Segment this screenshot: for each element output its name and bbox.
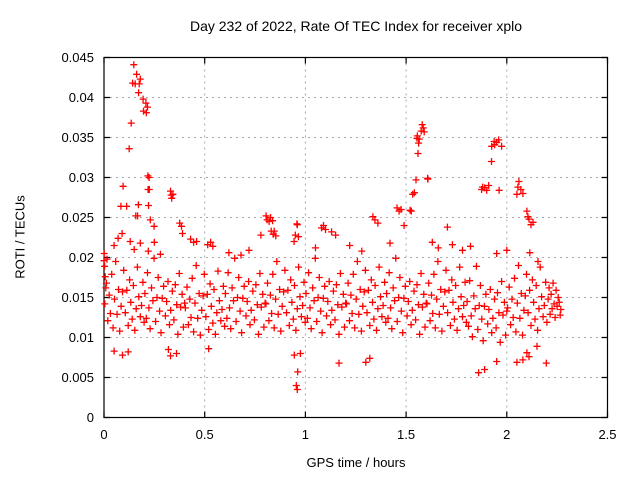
y-tick-label: 0.03: [68, 169, 94, 185]
y-tick-label: 0.04: [68, 89, 94, 105]
x-axis-label: GPS time / hours: [306, 455, 406, 470]
x-tick-label: 2.5: [598, 427, 617, 442]
chart-title: Day 232 of 2022, Rate Of TEC Index for r…: [189, 18, 523, 34]
x-tick-label: 1.5: [397, 427, 416, 442]
x-tick-label: 0: [100, 427, 108, 442]
x-tick-label: 1: [301, 427, 309, 442]
x-tick-label: 2: [503, 427, 511, 442]
y-tick-label: 0.005: [61, 369, 94, 385]
y-tick-label: 0: [86, 409, 94, 425]
grid-lines: [104, 57, 608, 418]
x-tick-label: 0.5: [195, 427, 214, 442]
y-tick-label: 0.01: [68, 329, 94, 345]
y-axis-label: ROTI / TECUs: [12, 195, 28, 279]
y-tick-label: 0.02: [68, 249, 94, 265]
y-tick-label: 0.025: [61, 209, 94, 225]
tick-marks: [103, 56, 609, 419]
y-tick-label: 0.015: [61, 289, 94, 305]
y-tick-label: 0.035: [61, 129, 94, 145]
scatter-points: [100, 61, 565, 393]
y-tick-label: 0.045: [61, 49, 94, 65]
plot-border: [103, 56, 609, 419]
